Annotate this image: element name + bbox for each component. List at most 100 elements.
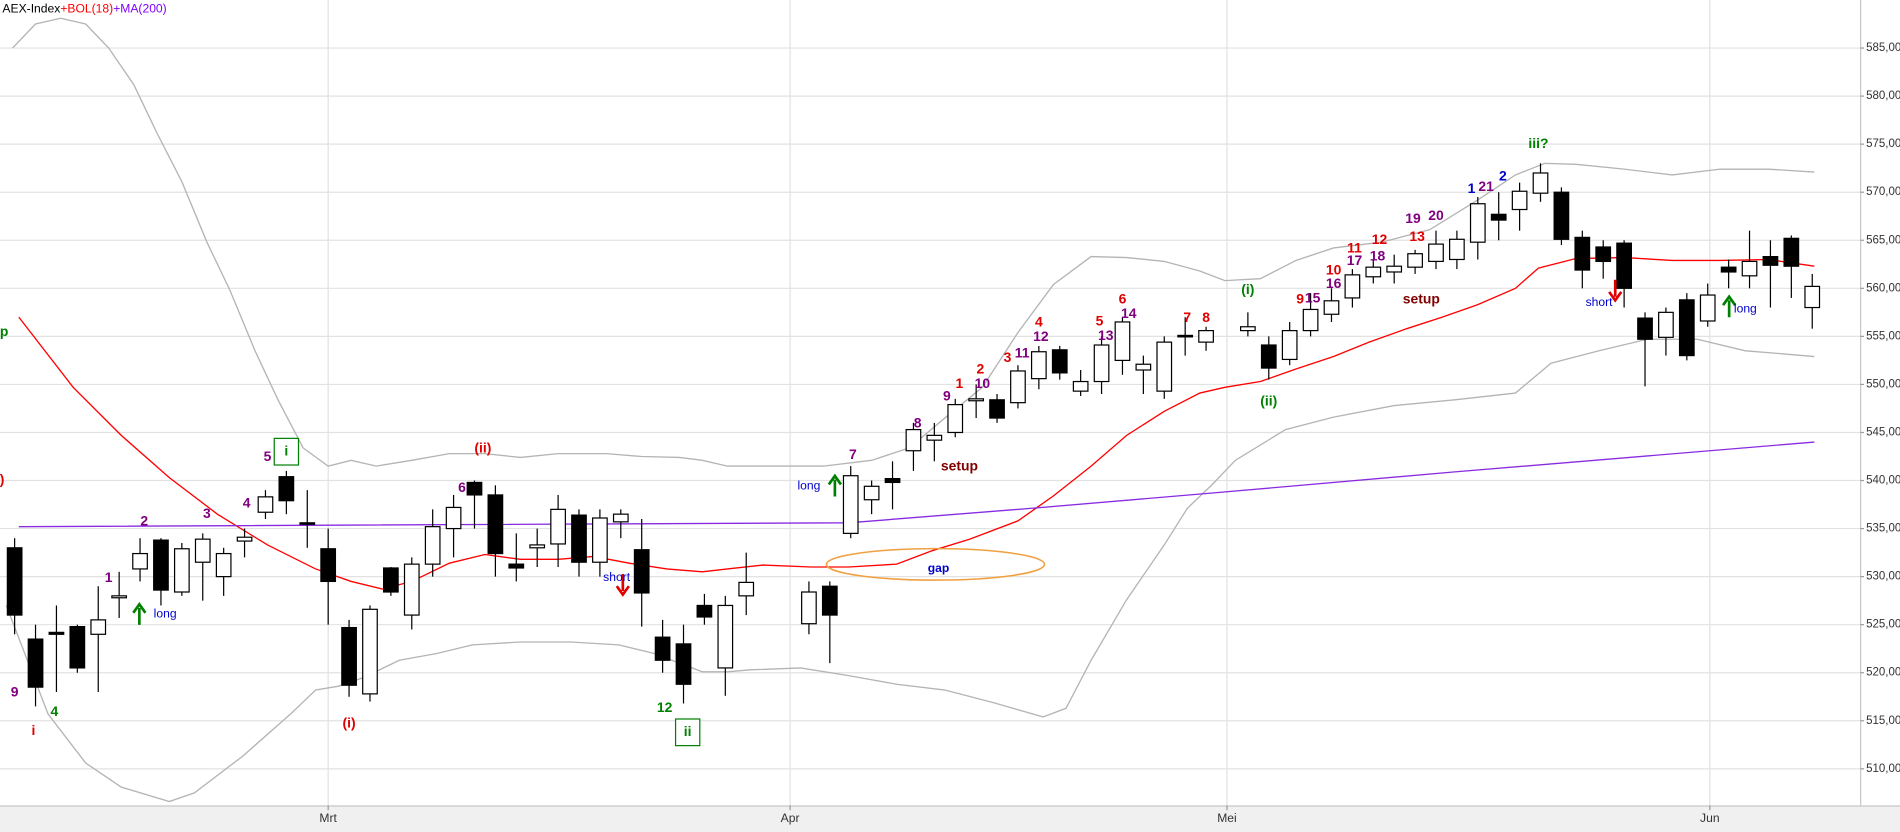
y-tick-label: 530,00	[1866, 571, 1900, 583]
x-axis-strip	[0, 805, 1900, 832]
indicator-line	[18, 441, 1815, 528]
y-tick-label: 535,00	[1866, 523, 1900, 535]
candle-body	[382, 567, 399, 593]
candle-body	[278, 476, 295, 502]
candle-body	[1469, 203, 1486, 243]
annotation: setup	[941, 458, 978, 474]
annotation: 9	[11, 684, 19, 700]
annotation: 5	[1096, 313, 1104, 329]
candles	[6, 163, 1821, 707]
candle-body	[1804, 285, 1821, 309]
candle-body	[1574, 236, 1591, 271]
candle-body	[1030, 351, 1047, 380]
candle-body	[1428, 243, 1444, 263]
annotation: 18	[1370, 247, 1386, 263]
y-tick-label: 560,00	[1866, 282, 1900, 294]
candle-body	[1239, 326, 1256, 332]
annotation: p	[0, 323, 8, 339]
annotation: 8	[1202, 309, 1210, 325]
candle-body	[1323, 300, 1340, 315]
annotation: ii	[684, 723, 692, 739]
annotation: 1	[1468, 180, 1476, 196]
annotation: 13	[1098, 327, 1114, 343]
candle-body	[1449, 238, 1465, 261]
annotation: )	[0, 471, 4, 487]
annotation: 2	[1499, 168, 1507, 184]
legend-entry: AEX-Index	[2, 2, 60, 16]
candle-body	[821, 585, 838, 616]
annotation: long	[797, 478, 820, 492]
annotation: i	[284, 442, 288, 458]
x-tick-label: Mei	[1217, 811, 1237, 825]
gap-ellipse	[825, 547, 1046, 581]
y-tick-label: 540,00	[1866, 475, 1900, 487]
candle-body	[6, 547, 23, 616]
annotation: 21	[1478, 178, 1494, 194]
long-arrow	[1722, 294, 1737, 318]
annotation: 15	[1305, 290, 1321, 306]
candle-body	[1511, 190, 1528, 211]
candle-body	[27, 638, 44, 688]
annotation: 3	[1004, 349, 1012, 365]
candle-body	[905, 428, 922, 452]
candle-body	[1490, 213, 1507, 221]
annotation-box	[674, 718, 701, 747]
annotation: iii?	[1528, 135, 1548, 151]
y-tick-label: 570,00	[1866, 186, 1900, 198]
annotation: 9	[1296, 291, 1304, 307]
y-tick-label: 525,00	[1866, 619, 1900, 631]
candle-body	[445, 506, 462, 530]
candle-body	[1658, 311, 1674, 338]
candle-body	[1010, 370, 1026, 404]
candle-body	[1051, 349, 1068, 374]
annotation: 14	[1121, 305, 1137, 321]
candle-body	[1678, 299, 1695, 357]
candle-body	[466, 481, 483, 496]
short-arrow	[1608, 279, 1623, 303]
annotation: 1	[956, 375, 964, 391]
y-tick-label: 565,00	[1866, 234, 1900, 246]
candle-body	[424, 526, 441, 565]
candle-body	[194, 538, 211, 563]
candle-body	[1741, 260, 1758, 277]
annotation: 7	[849, 446, 857, 462]
candle-body	[299, 522, 316, 525]
annotation: short	[603, 570, 631, 584]
y-tick-label: 575,00	[1866, 138, 1900, 150]
candle-body	[1344, 274, 1361, 299]
annotation: 3	[203, 505, 211, 521]
y-tick-label: 545,00	[1866, 427, 1900, 439]
candle-body	[1532, 172, 1549, 194]
indicator-line	[18, 256, 1815, 590]
candle-body	[508, 563, 525, 569]
annotation: short	[1586, 295, 1614, 309]
candle-body	[173, 548, 190, 593]
annotation: (ii)	[1260, 392, 1277, 408]
candle-body	[1783, 237, 1800, 267]
annotation: 10	[1326, 262, 1342, 278]
annotation: 2	[976, 361, 984, 377]
annotation: (i)	[1241, 281, 1254, 297]
annotation: 6	[458, 479, 466, 495]
annotation: (ii)	[474, 439, 491, 455]
annotation: 8	[914, 415, 922, 431]
candle-body	[362, 608, 378, 695]
annotation: 1	[105, 569, 113, 585]
candle-body	[215, 552, 232, 578]
annotation: gap	[928, 561, 950, 575]
candle-body	[1699, 294, 1716, 322]
candle-body	[801, 591, 817, 625]
legend-entry: +BOL(18)	[60, 2, 113, 16]
candle-body	[236, 536, 253, 542]
candle-body	[1114, 321, 1131, 361]
candle-body	[926, 434, 943, 441]
x-tick-label: Mrt	[319, 811, 337, 825]
candle-body	[947, 403, 964, 434]
annotation: setup	[1403, 291, 1440, 307]
candle-body	[968, 398, 985, 402]
annotation: i	[32, 722, 36, 738]
x-tick-label: Jun	[1700, 811, 1720, 825]
